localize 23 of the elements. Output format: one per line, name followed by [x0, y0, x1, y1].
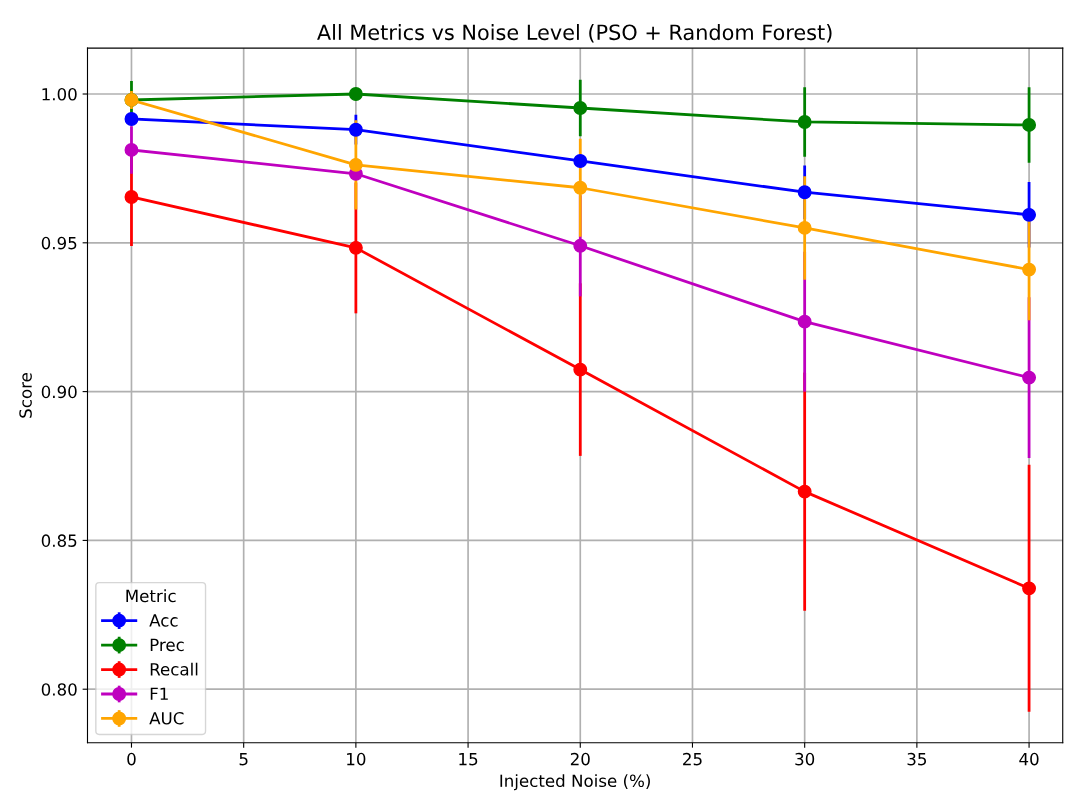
y-tick-label: 0.95	[41, 236, 77, 250]
x-tick-label: 0	[127, 752, 136, 766]
legend-label: Recall	[150, 662, 198, 676]
x-tick-label: 20	[570, 752, 590, 766]
legend-label: Prec	[150, 638, 184, 652]
y-tick-label: 0.90	[41, 385, 77, 399]
legend-title: Metric	[126, 589, 176, 603]
x-tick-label: 35	[907, 752, 927, 766]
legend-label: Acc	[149, 614, 178, 627]
x-tick-label: 25	[683, 752, 702, 766]
x-axis-title: Injected Noise (%)	[500, 774, 650, 791]
x-tick-label: 15	[459, 753, 478, 766]
y-tick-label: 0.85	[41, 534, 77, 547]
x-tick-label: 40	[1019, 752, 1039, 766]
y-tick-label: 0.80	[41, 683, 77, 696]
x-tick-label: 5	[239, 753, 248, 766]
x-tick-label: 30	[795, 752, 815, 766]
chart-title: All Metrics vs Noise Level (PSO + Random Forest)	[317, 24, 832, 43]
y-axis-title: Score	[19, 373, 32, 418]
legend-label: AUC	[149, 711, 184, 725]
x-tick-label: 10	[347, 752, 366, 766]
y-tick-label: 1.00	[42, 87, 77, 101]
legend-label: F1	[150, 687, 168, 700]
